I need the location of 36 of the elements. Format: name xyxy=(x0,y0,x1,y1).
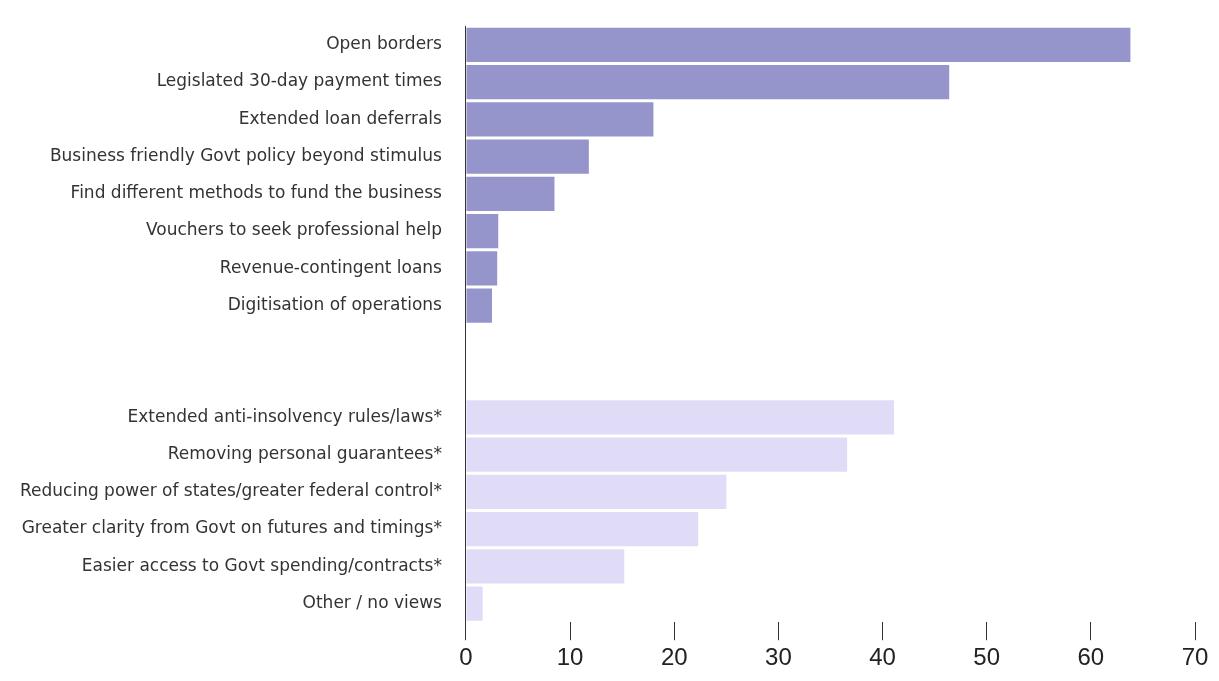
x-tick-label: 10 xyxy=(556,643,584,671)
y-tick-label: Reducing power of states/greater federal control* xyxy=(19,480,442,501)
x-tick-label: 30 xyxy=(765,643,792,671)
y-tick-label: Business friendly Govt policy beyond stimulus xyxy=(49,145,443,165)
y-tick-label: Extended anti-insolvency rules/laws* xyxy=(127,405,442,426)
x-tick-label: 60 xyxy=(1077,643,1105,671)
bar xyxy=(466,437,848,472)
bar xyxy=(466,400,895,435)
x-tick-label: 20 xyxy=(660,643,688,671)
y-tick-label: Removing personal guarantees* xyxy=(167,443,442,463)
bar xyxy=(466,511,699,547)
y-tick-label: Extended loan deferrals xyxy=(238,107,443,128)
bar xyxy=(466,139,589,174)
y-tick-label: Vouchers to seek professional help xyxy=(145,219,442,240)
y-tick-label: Open borders xyxy=(326,33,443,54)
bar xyxy=(466,549,625,584)
y-tick-label: Legislated 30-day payment times xyxy=(156,70,443,91)
x-tick-label: 70 xyxy=(1181,643,1209,671)
bar xyxy=(466,288,492,323)
y-tick-label: Easier access to Govt spending/contracts* xyxy=(81,554,442,575)
x-tick-label: 50 xyxy=(973,643,1001,671)
bar xyxy=(466,64,950,100)
y-tick-label: Other / no views xyxy=(302,592,443,612)
x-tick-label: 40 xyxy=(869,643,896,671)
bar xyxy=(466,176,555,211)
y-tick-label: Find different methods to fund the business xyxy=(70,182,443,203)
bar xyxy=(466,27,1131,62)
bar xyxy=(466,102,654,137)
bar xyxy=(466,251,498,286)
y-tick-label: Digitisation of operations xyxy=(227,294,443,314)
bar xyxy=(466,213,499,249)
bar xyxy=(466,474,727,509)
y-tick-label: Revenue-contingent loans xyxy=(219,256,443,277)
y-tick-label: Greater clarity from Govt on futures and timings* xyxy=(21,517,442,538)
bar xyxy=(466,586,483,621)
x-tick-label: 0 xyxy=(459,643,473,671)
